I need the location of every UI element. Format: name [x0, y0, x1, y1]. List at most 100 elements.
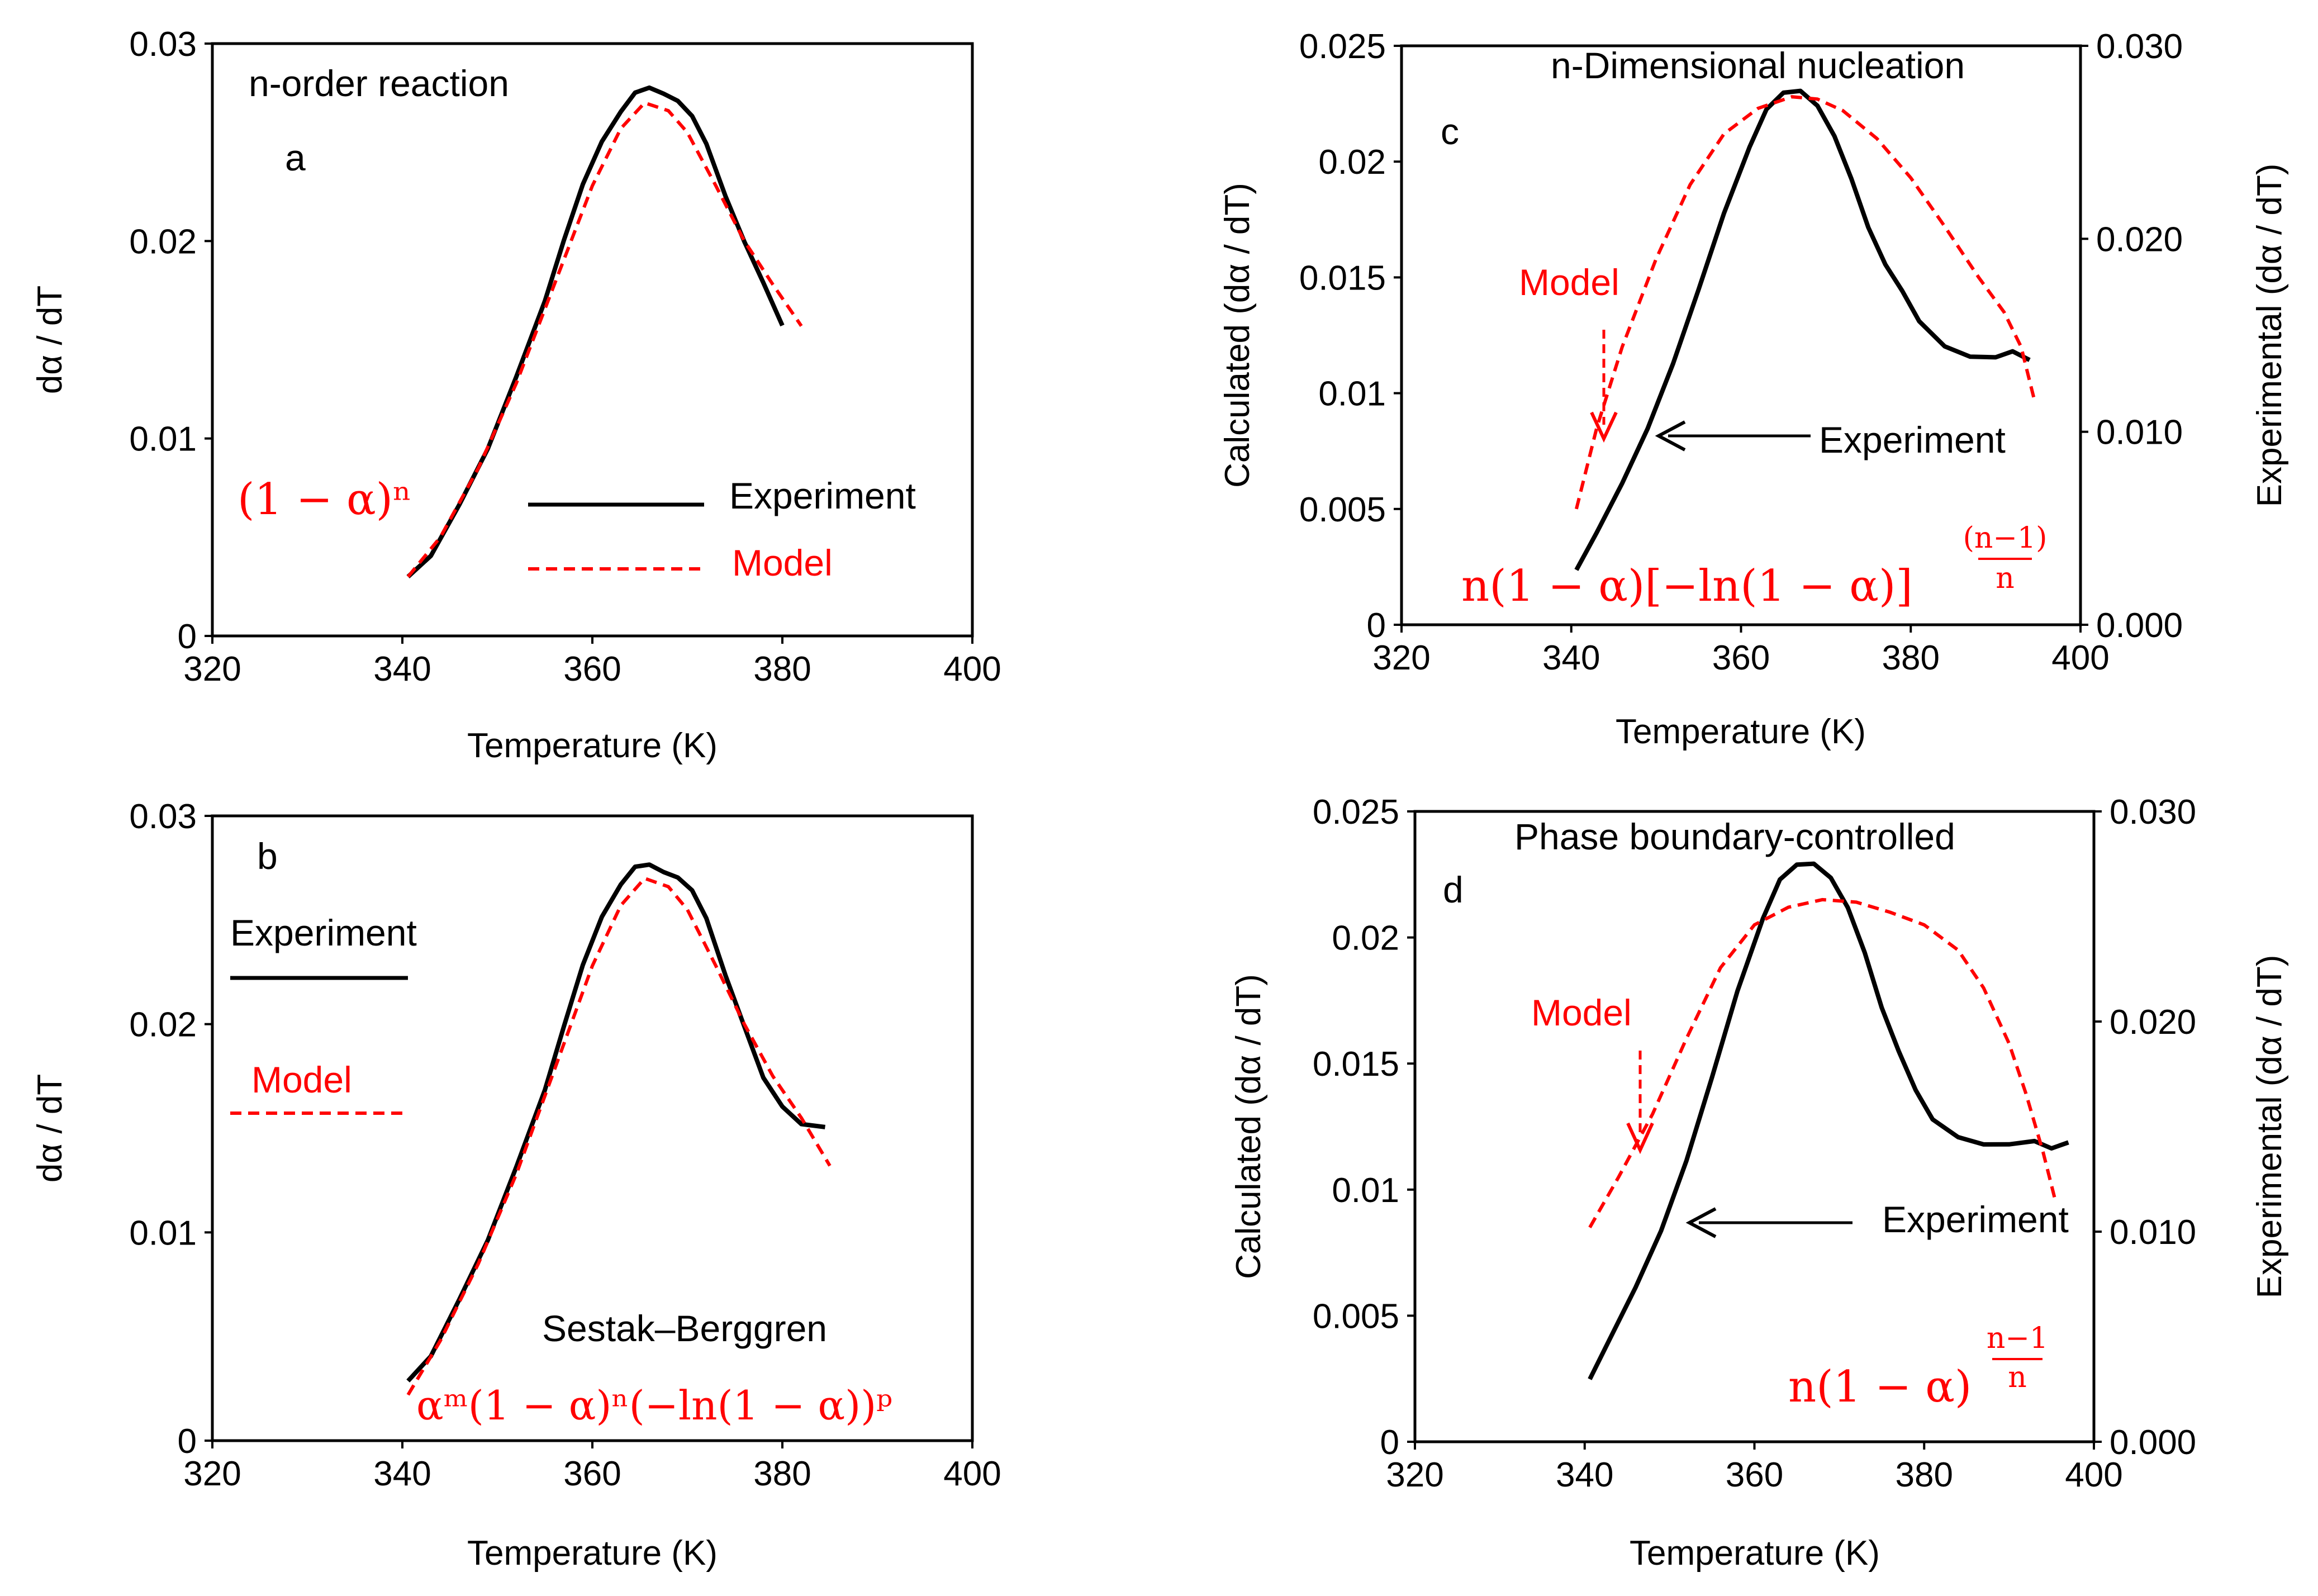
y-tick-label: 0.015 — [1299, 259, 1386, 297]
x-tick-label: 360 — [563, 650, 621, 688]
x-tick-label: 400 — [2051, 639, 2109, 677]
x-tick-label: 360 — [1726, 1456, 1783, 1494]
x-tick-label: 380 — [753, 1455, 811, 1493]
model-arrow-head — [1626, 1122, 1654, 1155]
panel-label: b — [257, 835, 278, 877]
y-axis-title: dα / dT — [31, 1074, 69, 1182]
y-tick-label: 0 — [1367, 606, 1386, 645]
x-tick-label: 340 — [373, 650, 431, 688]
x-tick-label: 320 — [183, 1455, 241, 1493]
rate-formula: (1 − α)ⁿ — [238, 474, 412, 525]
x-tick-label: 380 — [753, 650, 811, 688]
legend-model-label: Model — [251, 1059, 352, 1100]
y2-tick-label: 0.000 — [2110, 1423, 2196, 1462]
y-tick-label: 0.03 — [129, 25, 197, 64]
rate-formula: n(1 − α)[−ln(1 − α)] — [1461, 561, 1913, 611]
y-tick-label: 0.025 — [1299, 27, 1386, 66]
y-tick-label: 0.01 — [129, 420, 197, 459]
tick-layer: 320 340 360 380 400 0 0.01 0.02 0.03 — [129, 797, 1001, 1493]
y-tick-label: 0.005 — [1313, 1297, 1399, 1336]
tick-layer: 320 340 360 380 400 0 0.005 0.01 0.015 0.02 0.025 0… — [1299, 27, 2183, 677]
plot-frame — [211, 42, 974, 638]
legend-experiment-label: Experiment — [729, 475, 916, 516]
model-arrow-head — [1590, 411, 1618, 443]
y-tick-label: 0.01 — [1318, 375, 1386, 414]
chart-title: n-Dimensional nucleation — [1551, 45, 1965, 86]
y2-axis-title: Experimental (dα / dT) — [2250, 164, 2289, 507]
experiment-arrow-head — [1655, 420, 1686, 452]
y2-tick-label: 0.010 — [2096, 414, 2183, 452]
y-tick-label: 0.03 — [129, 797, 197, 836]
x-axis-title: Temperature (K) — [1616, 712, 1866, 751]
x-tick-label: 340 — [1542, 639, 1600, 677]
formula-exponent-numerator: n−1 — [1987, 1322, 2048, 1355]
legend-experiment-label: Experiment — [230, 912, 417, 953]
chart-title: Sestak–Berggren — [542, 1308, 827, 1349]
model-line — [1574, 95, 2036, 510]
experiment-label: Experiment — [1819, 419, 2006, 460]
x-tick-label: 360 — [1712, 639, 1770, 677]
formula-exponent-numerator: (n−1) — [1963, 521, 2048, 555]
panel-label: a — [285, 137, 306, 178]
y2-tick-label: 0.030 — [2110, 793, 2196, 832]
x-axis-title: Temperature (K) — [467, 1534, 718, 1573]
x-tick-label: 320 — [1372, 639, 1430, 677]
x-tick-label: 320 — [1386, 1456, 1443, 1494]
x-tick-label: 400 — [943, 650, 1001, 688]
tick-layer: 320 340 360 380 400 0 0.01 0.02 0.03 — [129, 25, 1001, 688]
y-tick-label: 0 — [178, 618, 197, 656]
y-tick-label: 0.02 — [129, 1006, 197, 1044]
experiment-line — [406, 862, 826, 1383]
y2-tick-label: 0.000 — [2096, 606, 2183, 645]
y2-tick-label: 0.020 — [2110, 1003, 2196, 1042]
panel-c: 320 340 360 380 400 0 0.005 0.01 0.015 0.02 0.025 0… — [1218, 27, 2289, 751]
y2-tick-label: 0.020 — [2096, 220, 2183, 259]
model-line — [1588, 897, 2058, 1228]
y-tick-label: 0 — [1380, 1423, 1399, 1462]
x-tick-label: 340 — [373, 1455, 431, 1493]
x-tick-label: 400 — [2065, 1456, 2122, 1494]
model-label: Model — [1531, 992, 1632, 1033]
y-tick-label: 0.01 — [1332, 1171, 1399, 1210]
x-tick-label: 400 — [943, 1455, 1001, 1493]
experiment-line — [1574, 88, 2031, 571]
y-tick-label: 0.025 — [1313, 793, 1399, 832]
x-tick-label: 320 — [183, 650, 241, 688]
x-tick-label: 380 — [1882, 639, 1940, 677]
y-tick-label: 0.005 — [1299, 491, 1386, 529]
y-tick-label: 0.02 — [1318, 143, 1386, 182]
legend-model-label: Model — [732, 542, 833, 583]
model-line — [406, 876, 832, 1396]
experiment-line — [1588, 861, 2069, 1380]
y-tick-label: 0.015 — [1313, 1045, 1399, 1084]
panel-label: d — [1443, 869, 1464, 910]
y-axis-title: dα / dT — [31, 286, 69, 394]
y-tick-label: 0.02 — [1332, 919, 1399, 958]
panel-label: c — [1441, 111, 1459, 152]
x-tick-label: 380 — [1896, 1456, 1953, 1494]
experiment-label: Experiment — [1882, 1199, 2069, 1240]
x-axis-title: Temperature (K) — [1630, 1534, 1880, 1573]
y-tick-label: 0.02 — [129, 222, 197, 261]
model-label: Model — [1519, 262, 1619, 303]
y-axis-title: Calculated (dα / dT) — [1229, 974, 1268, 1279]
panel-a: 320 340 360 380 400 0 0.01 0.02 0.03 Temperature… — [31, 25, 1001, 765]
panel-b: 320 340 360 380 400 0 0.01 0.02 0.03 Temperature… — [31, 797, 1001, 1573]
y2-tick-label: 0.030 — [2096, 27, 2183, 66]
model-line — [406, 101, 803, 578]
chart-title: n-order reaction — [249, 63, 509, 104]
x-tick-label: 340 — [1556, 1456, 1613, 1494]
formula-exponent-denominator: n — [1996, 562, 2015, 595]
rate-formula: n(1 − α) — [1788, 1362, 1972, 1412]
y2-tick-label: 0.010 — [2110, 1213, 2196, 1252]
x-tick-label: 360 — [563, 1455, 621, 1493]
formula-exponent-denominator: n — [2008, 1361, 2027, 1394]
experiment-arrow-head — [1685, 1207, 1717, 1238]
tick-layer: 320 340 360 380 400 0 0.005 0.01 0.015 0.02 0.025 0… — [1313, 793, 2196, 1494]
y-tick-label: 0.01 — [129, 1214, 197, 1252]
rate-formula: αᵐ(1 − α)ⁿ(−ln(1 − α))ᵖ — [416, 1382, 892, 1429]
y2-axis-title: Experimental (dα / dT) — [2250, 955, 2289, 1299]
panel-d: 320 340 360 380 400 0 0.005 0.01 0.015 0.02 0.025 0… — [1229, 793, 2289, 1573]
y-tick-label: 0 — [178, 1422, 197, 1461]
